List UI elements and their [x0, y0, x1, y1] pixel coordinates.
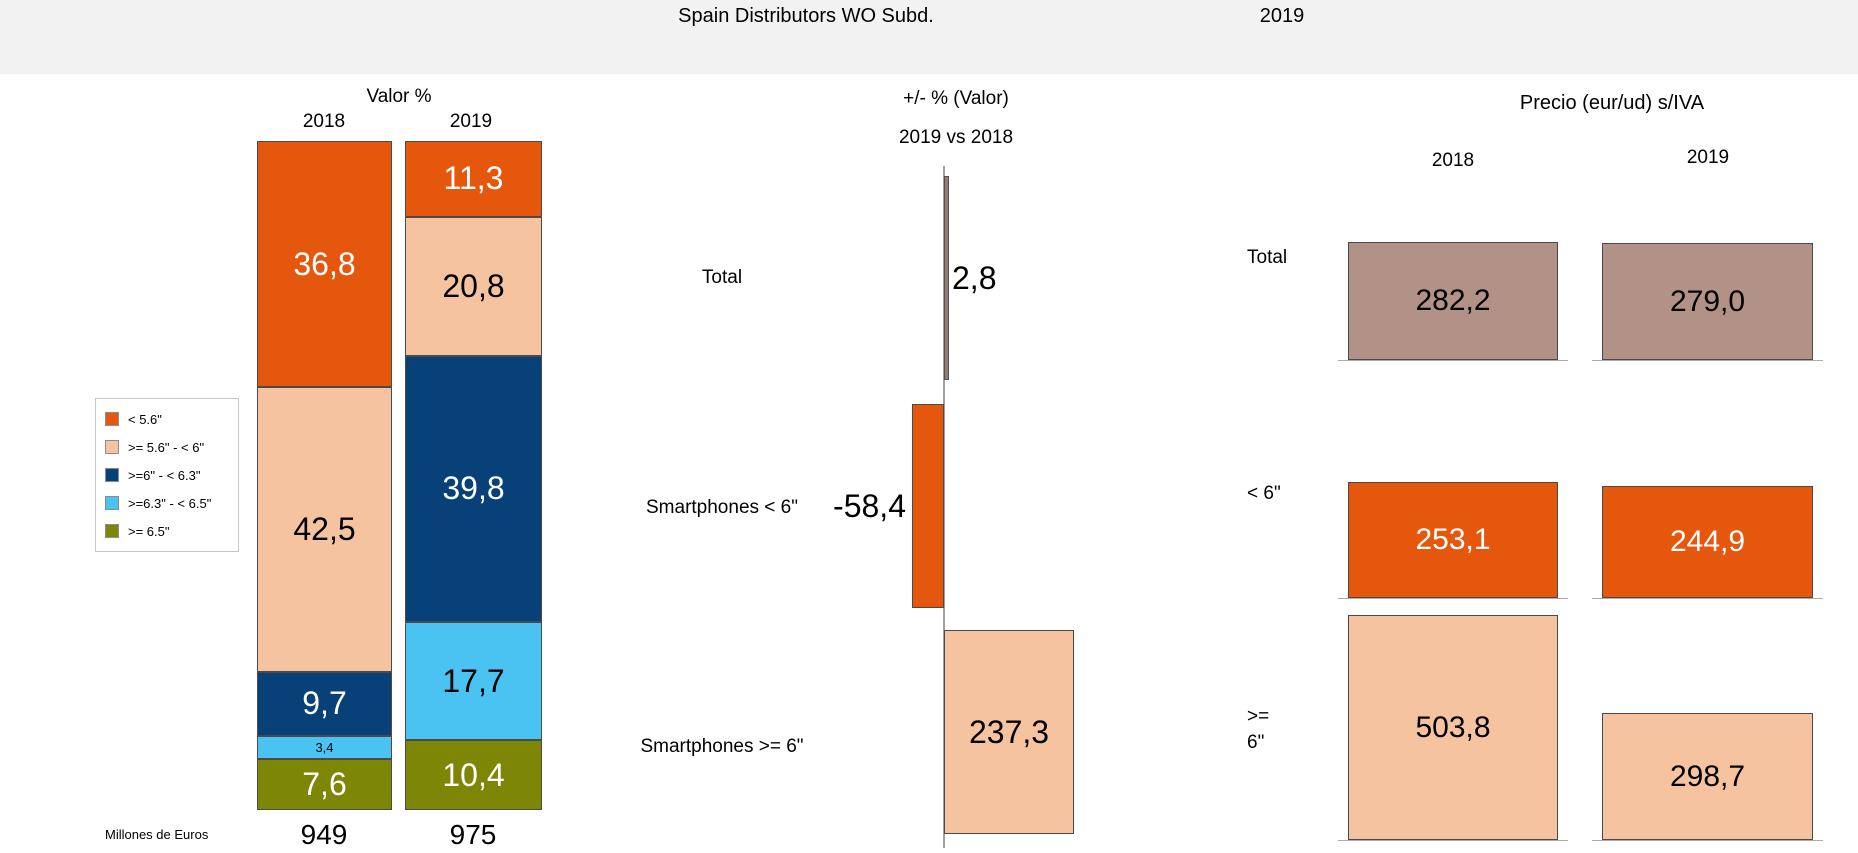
- box-baseline: [1592, 598, 1823, 599]
- precio-label-gte6: >= 6": [1247, 706, 1270, 753]
- stack-segment: 9,7: [257, 671, 392, 737]
- precio-label-lt6: < 6": [1247, 483, 1281, 504]
- segment-value: 11,3: [443, 160, 504, 197]
- valor-col-2018: 2018: [302, 111, 346, 132]
- price-box: 282,2: [1348, 242, 1558, 360]
- precio-col-2019: 2019: [1686, 147, 1730, 168]
- box-baseline: [1592, 360, 1823, 361]
- stack-segment: 36,8: [257, 141, 392, 388]
- legend-swatch: [105, 468, 119, 482]
- price-value: 244,9: [1669, 525, 1746, 558]
- segment-value: 10,4: [442, 756, 505, 793]
- legend-item: >=6" - < 6.3": [96, 461, 238, 489]
- stack-segment: 39,8: [405, 355, 542, 622]
- stack-segment: 42,5: [257, 387, 392, 672]
- price-value: 282,2: [1415, 284, 1491, 317]
- delta-label-total: Total: [701, 267, 743, 288]
- unit-note: Millones de Euros: [105, 827, 209, 842]
- delta-value: 2,8: [952, 260, 997, 296]
- delta-bar: [944, 630, 1075, 834]
- precio-label-total: Total: [1247, 247, 1288, 268]
- delta-bar: [911, 404, 944, 608]
- segment-value: 42,5: [293, 510, 356, 547]
- precio-title: Precio (eur/ud) s/IVA: [1519, 92, 1705, 114]
- delta-title: +/- % (Valor): [903, 88, 1009, 109]
- price-box: 298,7: [1602, 713, 1813, 840]
- legend: < 5.6" >= 5.6" - < 6" >=6" - < 6.3" >=6.3" …: [95, 398, 239, 552]
- stack-segment: 17,7: [405, 622, 542, 741]
- delta-bar: [944, 176, 949, 380]
- legend-label: >=6.3" - < 6.5": [128, 495, 212, 511]
- valor-col-2019: 2019: [449, 111, 493, 132]
- valor-total-2019: 975: [449, 819, 497, 850]
- header-year: 2019: [1259, 5, 1305, 27]
- delta-axis: [943, 166, 945, 848]
- legend-item: >= 6.5": [96, 517, 238, 545]
- legend-item: >=6.3" - < 6.5": [96, 489, 238, 517]
- delta-label-gte6: Smartphones >= 6": [640, 736, 804, 757]
- price-value: 298,7: [1669, 759, 1746, 793]
- box-baseline: [1338, 840, 1568, 841]
- price-value: 279,0: [1669, 284, 1746, 318]
- segment-value: 17,7: [442, 662, 505, 699]
- stack-segment: 3,4: [257, 736, 392, 760]
- price-value: 253,1: [1415, 523, 1491, 556]
- legend-swatch: [105, 440, 119, 454]
- segment-value: 39,8: [442, 470, 505, 507]
- box-baseline: [1338, 360, 1568, 361]
- segment-value: 3,4: [315, 740, 334, 756]
- delta-value: 237,3: [968, 714, 1050, 750]
- delta-subtitle: 2019 vs 2018: [898, 127, 1014, 148]
- legend-swatch: [105, 496, 119, 510]
- price-box: 279,0: [1602, 243, 1813, 360]
- legend-item: < 5.6": [96, 405, 238, 433]
- legend-label: >=6" - < 6.3": [128, 467, 201, 483]
- segment-value: 20,8: [442, 267, 505, 304]
- stack-segment: 7,6: [257, 759, 392, 810]
- segment-value: 9,7: [302, 685, 347, 722]
- price-box: 253,1: [1348, 482, 1558, 598]
- header-band: [0, 0, 1858, 74]
- price-value: 503,8: [1415, 710, 1491, 744]
- legend-label: >= 5.6" - < 6": [128, 439, 205, 455]
- page-title: Spain Distributors WO Subd.: [678, 5, 934, 27]
- price-box: 244,9: [1602, 486, 1813, 598]
- legend-item: >= 5.6" - < 6": [96, 433, 238, 461]
- box-baseline: [1592, 840, 1823, 841]
- legend-label: >= 6.5": [128, 523, 170, 539]
- legend-swatch: [105, 524, 119, 538]
- box-baseline: [1338, 598, 1568, 599]
- price-box: 503,8: [1348, 615, 1558, 840]
- delta-label-lt6: Smartphones < 6": [646, 497, 798, 518]
- delta-value: -58,4: [833, 488, 906, 524]
- segment-value: 36,8: [293, 245, 356, 282]
- valor-title: Valor %: [366, 86, 432, 107]
- precio-col-2018: 2018: [1431, 150, 1475, 171]
- valor-total-2018: 949: [300, 819, 348, 850]
- legend-swatch: [105, 412, 119, 426]
- stack-segment: 11,3: [405, 141, 542, 217]
- stack-segment: 10,4: [405, 740, 542, 810]
- stack-segment: 20,8: [405, 216, 542, 356]
- legend-label: < 5.6": [128, 411, 162, 427]
- segment-value: 7,6: [302, 766, 347, 803]
